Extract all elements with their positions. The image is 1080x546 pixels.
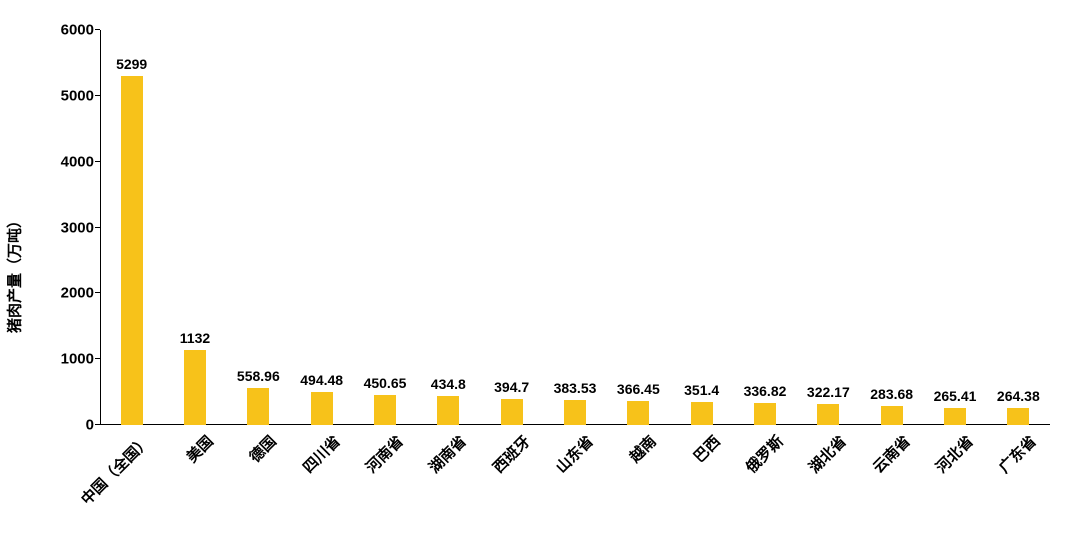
category-label: 云南省 (862, 425, 914, 477)
bar-value-label: 283.68 (870, 386, 913, 406)
category-label: 四川省 (292, 425, 344, 477)
bar: 450.65 (374, 395, 396, 425)
bar: 1132 (184, 350, 206, 425)
y-tick-mark (95, 227, 100, 228)
category-label: 山东省 (545, 425, 597, 477)
category-label: 河北省 (925, 425, 977, 477)
y-tick-label: 0 (86, 417, 100, 434)
category-label: 巴西 (682, 425, 724, 467)
bar: 351.4 (691, 402, 713, 425)
y-tick-label: 6000 (61, 22, 100, 39)
y-axis-label: 猪肉产量（万吨） (4, 213, 25, 333)
bar-value-label: 351.4 (684, 382, 719, 402)
bar-value-label: 450.65 (364, 375, 407, 395)
y-tick-mark (95, 161, 100, 162)
bar: 494.48 (311, 392, 333, 425)
bar-value-label: 264.38 (997, 388, 1040, 408)
bar-value-label: 366.45 (617, 381, 660, 401)
category-label: 中国（全国） (70, 425, 154, 509)
y-tick-label: 2000 (61, 285, 100, 302)
y-tick-label: 4000 (61, 153, 100, 170)
bar-value-label: 494.48 (300, 372, 343, 392)
y-tick-mark (95, 358, 100, 359)
bar: 434.8 (437, 396, 459, 425)
bar-value-label: 434.8 (431, 376, 466, 396)
y-axis-line (100, 30, 101, 425)
category-label: 越南 (619, 425, 661, 467)
category-label: 河南省 (355, 425, 407, 477)
y-tick-label: 5000 (61, 87, 100, 104)
bar-value-label: 394.7 (494, 379, 529, 399)
bar: 366.45 (627, 401, 649, 425)
bar-value-label: 558.96 (237, 368, 280, 388)
y-tick-label: 3000 (61, 219, 100, 236)
bar-value-label: 322.17 (807, 384, 850, 404)
category-label: 西班牙 (482, 425, 534, 477)
bar: 5299 (121, 76, 143, 425)
y-tick-mark (95, 95, 100, 96)
bar: 283.68 (881, 406, 903, 425)
plot-area: 01000200030004000500060005299中国（全国）1132美… (100, 30, 1050, 425)
category-label: 俄罗斯 (735, 425, 787, 477)
bar: 383.53 (564, 400, 586, 425)
category-label: 湖北省 (798, 425, 850, 477)
category-label: 广东省 (988, 425, 1040, 477)
bar-value-label: 383.53 (554, 380, 597, 400)
y-tick-mark (95, 29, 100, 30)
bar-value-label: 5299 (116, 56, 147, 76)
chart-container: 猪肉产量（万吨） 01000200030004000500060005299中国… (0, 0, 1080, 546)
y-tick-mark (95, 424, 100, 425)
bar-value-label: 336.82 (744, 383, 787, 403)
y-tick-mark (95, 292, 100, 293)
category-label: 湖南省 (418, 425, 470, 477)
category-label: 美国 (176, 425, 218, 467)
y-tick-label: 1000 (61, 351, 100, 368)
bar-value-label: 265.41 (934, 388, 977, 408)
bar: 264.38 (1007, 408, 1029, 425)
category-label: 德国 (239, 425, 281, 467)
bar: 336.82 (754, 403, 776, 425)
bar: 558.96 (247, 388, 269, 425)
bar: 265.41 (944, 408, 966, 425)
bar: 322.17 (817, 404, 839, 425)
bar-value-label: 1132 (180, 330, 210, 350)
bar: 394.7 (501, 399, 523, 425)
